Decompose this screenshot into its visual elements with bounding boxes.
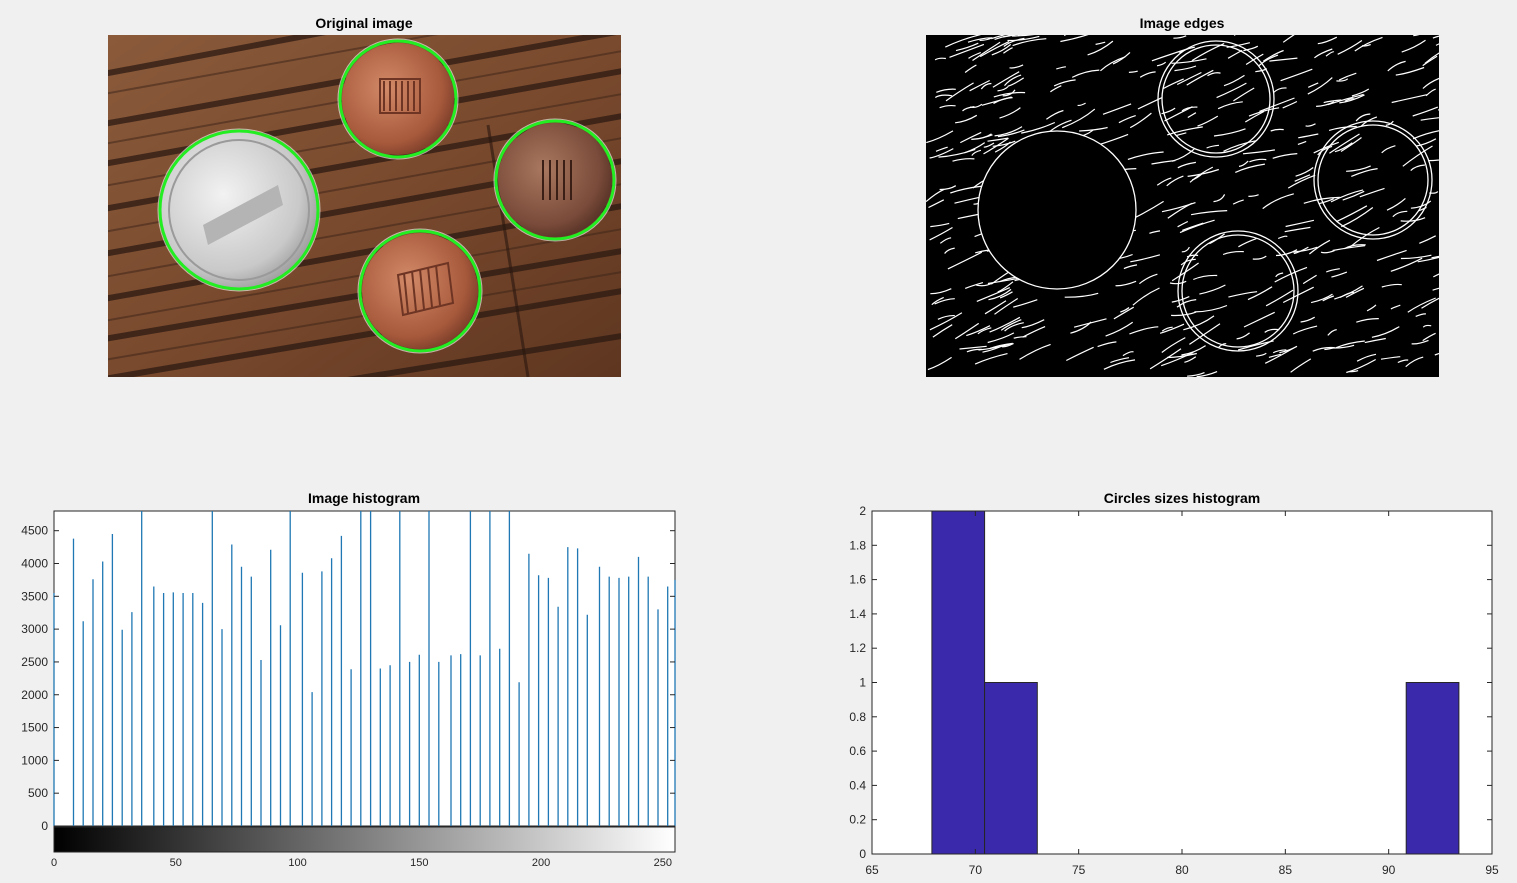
- histogram-bar: [984, 682, 1038, 855]
- y-tick-label: 3500: [21, 589, 48, 603]
- y-tick-label: 1.2: [849, 641, 866, 655]
- x-tick-label: 95: [1485, 863, 1499, 877]
- circles-sizes-histogram-title: Circles sizes histogram: [1103, 490, 1261, 506]
- image-edges: [926, 35, 1439, 377]
- y-tick-label: 4000: [21, 557, 48, 571]
- y-tick-label: 0.2: [849, 813, 866, 827]
- detected-circles: [158, 39, 616, 353]
- y-tick-label: 1.6: [849, 573, 866, 587]
- x-tick-label: 75: [1072, 863, 1086, 877]
- x-tick-label: 150: [410, 857, 428, 869]
- edge-circles: [977, 40, 1433, 352]
- penny-coin-right: [498, 123, 612, 237]
- y-tick-label: 0.4: [849, 778, 866, 792]
- y-tick-label: 500: [28, 786, 48, 800]
- grayscale-colorbar: [53, 826, 676, 853]
- x-tick-label: 90: [1382, 863, 1396, 877]
- histogram-axes: [53, 510, 676, 827]
- y-tick-label: 3000: [21, 622, 48, 636]
- y-tick-label: 1000: [21, 753, 48, 767]
- y-tick-label: 1500: [21, 721, 48, 735]
- y-tick-label: 1: [859, 676, 866, 690]
- x-tick-label: 50: [170, 857, 182, 869]
- y-tick-label: 0: [859, 847, 866, 861]
- x-tick-label: 65: [865, 863, 879, 877]
- image-histogram-title: Image histogram: [307, 490, 421, 506]
- penny-coin-bottom: [362, 233, 478, 349]
- histogram-bar: [931, 510, 986, 855]
- circles-sizes-histogram-chart: 0 0.2 0.4 0.6 0.8 1 1.2 1.4 1.6 1.8 2 65 70 75 80 85 90…: [849, 504, 1499, 877]
- original-image-title: Original image: [315, 15, 413, 31]
- x-tick-label: 100: [288, 857, 306, 869]
- image-edges-title: Image edges: [1139, 15, 1225, 31]
- x-tick-label: 85: [1279, 863, 1293, 877]
- original-image: [108, 35, 621, 377]
- image-histogram-chart: 0 500 1000 1500 2000 2500 3000 3500 4000 4500 0 50…: [21, 510, 676, 869]
- y-tick-label: 2: [859, 504, 866, 518]
- y-tick-label: 2500: [21, 655, 48, 669]
- quarter-coin: [161, 132, 317, 288]
- y-tick-label: 1.4: [849, 607, 866, 621]
- y-tick-label: 0.6: [849, 744, 866, 758]
- x-tick-label: 80: [1175, 863, 1189, 877]
- x-tick-label: 200: [532, 857, 550, 869]
- x-tick-label: 250: [654, 857, 672, 869]
- y-tick-label: 0: [41, 819, 48, 833]
- penny-coin-top: [342, 43, 454, 155]
- y-tick-label: 2000: [21, 688, 48, 702]
- y-tick-label: 0.8: [849, 710, 866, 724]
- histogram-bar: [1405, 682, 1460, 855]
- y-tick-label: 4500: [21, 524, 48, 538]
- x-tick-label: 0: [51, 857, 57, 869]
- x-tick-label: 70: [969, 863, 983, 877]
- y-tick-label: 1.8: [849, 538, 866, 552]
